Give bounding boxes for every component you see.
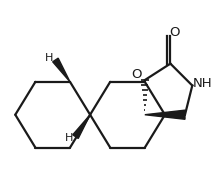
Text: H: H (65, 133, 73, 143)
Polygon shape (73, 115, 90, 139)
Text: O: O (131, 68, 142, 81)
Text: NH: NH (192, 77, 212, 90)
Text: O: O (169, 26, 179, 39)
Text: H: H (45, 53, 53, 63)
Polygon shape (53, 58, 70, 82)
Polygon shape (145, 110, 185, 119)
